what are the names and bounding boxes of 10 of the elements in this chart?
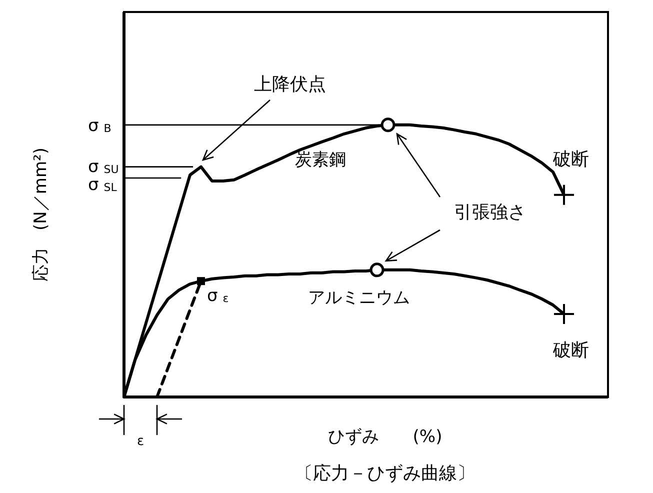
title: 〔応力－ひずみ曲線〕 <box>295 463 475 484</box>
xlabel: ひずみ (%) <box>328 427 442 447</box>
series-name: 炭素鋼 <box>295 150 346 170</box>
annotation: ε <box>136 434 144 449</box>
annotation: 破断 <box>553 148 589 170</box>
ylabel: 応力 (N／mm²) <box>31 148 51 282</box>
annotation: 破断 <box>553 340 589 362</box>
series-name: アルミニウム <box>308 288 410 308</box>
annotation: 上降伏点 <box>254 74 326 95</box>
annotation: 引張強さ <box>454 202 526 223</box>
